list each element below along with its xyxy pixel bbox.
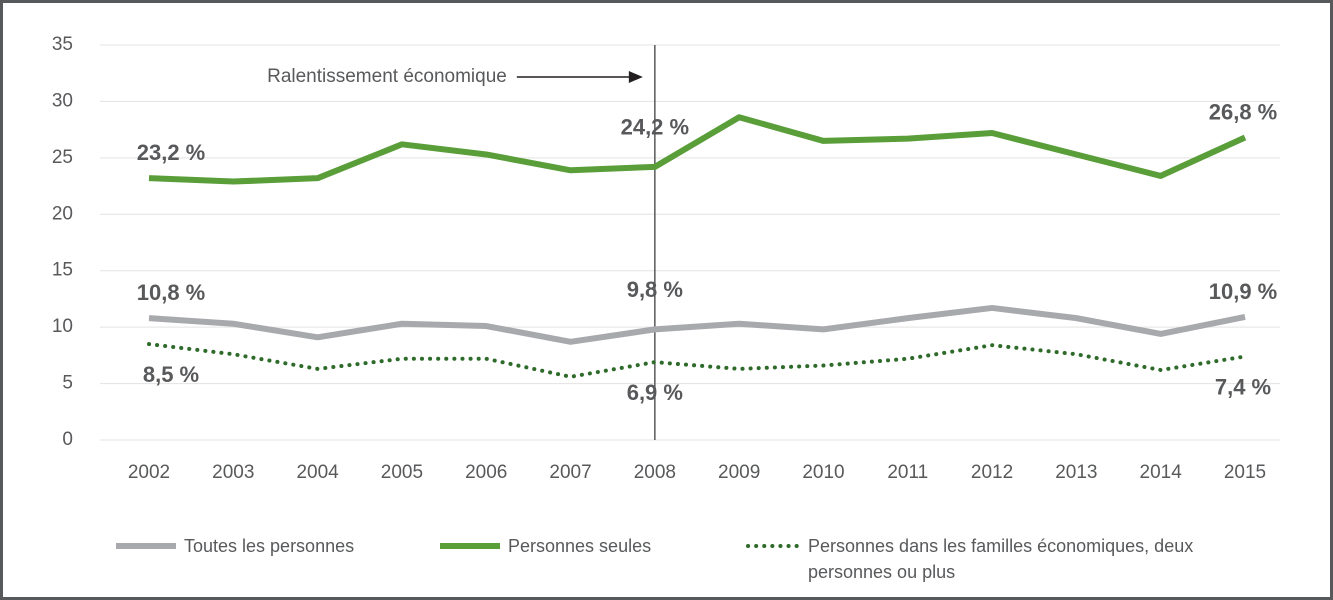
legend-label: Toutes les personnes — [184, 536, 355, 556]
data-label: 8,5 % — [143, 362, 199, 387]
x-tick-label: 2009 — [718, 462, 760, 483]
x-tick-label: 2010 — [802, 462, 844, 483]
data-label: 9,8 % — [627, 277, 683, 302]
series-line — [148, 304, 1246, 345]
y-tick-label: 20 — [52, 203, 73, 224]
chart: 0 5 10 15 20 25 30 35 2002 2003 2004 2005 2006 2007 20… — [52, 34, 1280, 549]
x-tick-label: 2014 — [1140, 462, 1183, 483]
x-tick-label: 2015 — [1224, 462, 1266, 483]
annotation-label: Ralentissement économique — [267, 66, 507, 87]
x-tick-label: 2006 — [465, 462, 507, 483]
data-label: 7,4 % — [1215, 374, 1271, 399]
x-tick-label: 2004 — [296, 462, 339, 483]
data-label: 23,2 % — [137, 140, 206, 165]
x-tick-label: 2012 — [971, 462, 1013, 483]
y-tick-label: 15 — [52, 260, 73, 281]
data-label: 26,8 % — [1209, 99, 1278, 124]
y-tick-label: 10 — [52, 316, 73, 337]
y-tick-label: 25 — [52, 147, 73, 168]
series-line — [147, 342, 1247, 379]
data-label: 6,9 % — [627, 380, 683, 405]
data-label: 10,8 % — [137, 280, 206, 305]
x-tick-label: 2013 — [1055, 462, 1097, 483]
y-tick-label: 5 — [62, 373, 73, 394]
x-tick-label: 2003 — [212, 462, 254, 483]
annotation-arrowhead — [628, 71, 643, 83]
legend-label: Personnes dans les familles économiques,… — [808, 536, 1194, 582]
data-label: 10,9 % — [1209, 279, 1278, 304]
y-tick-label: 35 — [52, 34, 73, 55]
series-line — [148, 114, 1247, 185]
x-tick-label: 2002 — [128, 462, 170, 483]
x-tick-label: 2005 — [381, 462, 423, 483]
y-tick-label: 30 — [52, 90, 73, 111]
data-label: 24,2 % — [621, 115, 690, 140]
x-tick-label: 2007 — [549, 462, 591, 483]
x-tick-label: 2008 — [634, 462, 676, 483]
x-tick-label: 2011 — [887, 462, 928, 483]
y-tick-label: 0 — [62, 429, 73, 450]
legend-label: Personnes seules — [508, 536, 652, 556]
